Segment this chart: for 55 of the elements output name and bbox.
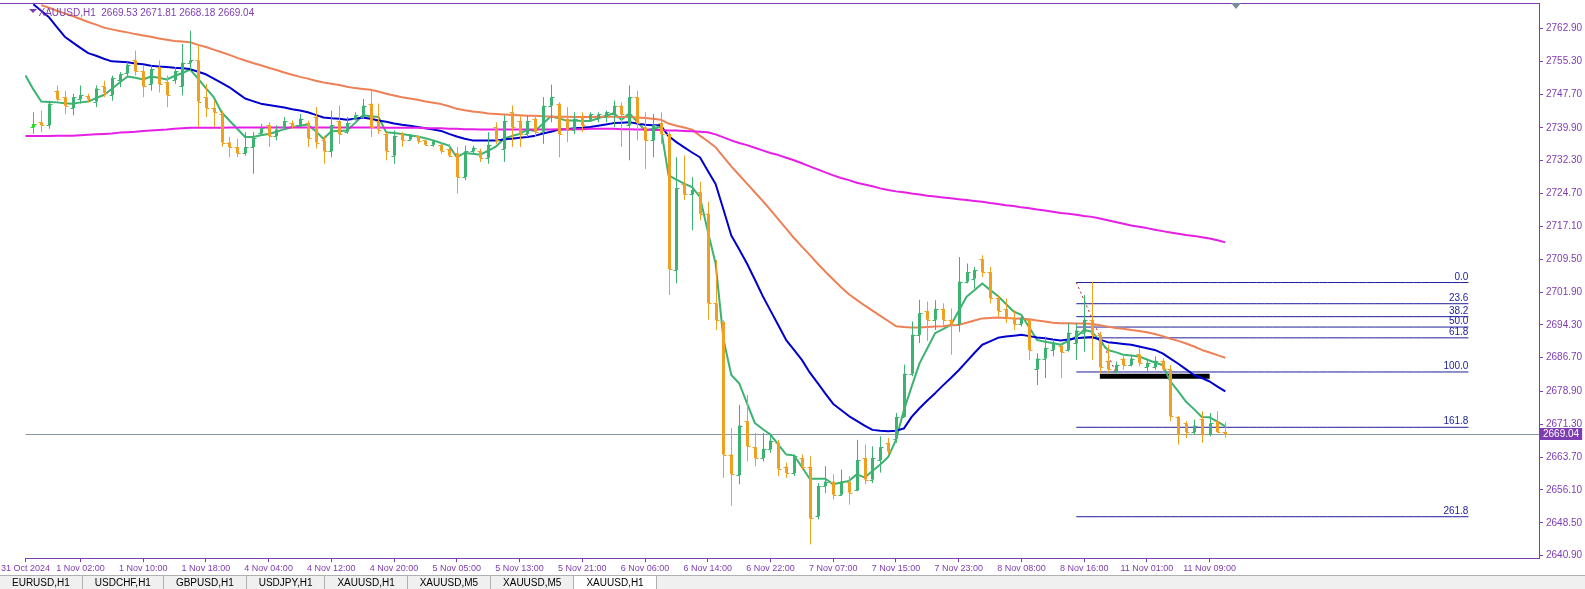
series-label: 161.8 — [1443, 415, 1469, 427]
x-tick-label: 4 Nov 12:00 — [307, 563, 356, 574]
y-tick-label: 2762.90 — [1546, 22, 1583, 34]
x-tick-label: 8 Nov 08:00 — [997, 563, 1046, 574]
x-tick-label: 1 Nov 02:00 — [56, 563, 105, 574]
x-tick-label: 11 Nov 09:00 — [1183, 563, 1237, 574]
text: USDJPY,H1 — [246, 576, 326, 589]
text: XAUUSD,M5 — [407, 576, 492, 589]
y-tick-label: 2724.70 — [1546, 187, 1583, 199]
x-tick-label: 4 Nov 20:00 — [369, 563, 419, 574]
y-tick-label: 2694.30 — [1546, 318, 1583, 330]
x-tick-label: 5 Nov 05:00 — [432, 563, 482, 574]
text: XAUUSD,M5 — [491, 576, 575, 589]
text: XAUUSD,H1 — [574, 576, 657, 589]
y-tick-label: 2747.70 — [1546, 87, 1583, 99]
y-tick-label: 2709.50 — [1546, 252, 1583, 264]
series-label: 261.8 — [1443, 504, 1469, 516]
x-tick-label: 1 Nov 10:00 — [118, 563, 168, 574]
y-tick-label: 2686.70 — [1546, 351, 1583, 363]
series-label: 23.6 — [1448, 291, 1469, 303]
y-tick-label: 2640.90 — [1546, 549, 1583, 561]
series-label: 38.2 — [1448, 304, 1469, 316]
y-tick-label: 2755.30 — [1546, 55, 1583, 67]
x-tick-label: 5 Nov 13:00 — [495, 563, 544, 574]
ref-line-label: 2669.04 — [1543, 428, 1580, 440]
x-tick-label: 31 Oct 2024 — [0, 563, 51, 574]
x-tick-label: 7 Nov 07:00 — [808, 563, 858, 574]
y-tick-label: 2656.10 — [1546, 483, 1583, 495]
x-tick-label: 5 Nov 21:00 — [558, 563, 607, 574]
series-label: 61.8 — [1448, 325, 1469, 337]
x-tick-label: 6 Nov 06:00 — [620, 563, 670, 574]
x-tick-label: 1 Nov 18:00 — [181, 563, 231, 574]
y-tick-label: 2717.10 — [1546, 220, 1583, 232]
y-tick-label: 2678.90 — [1546, 385, 1583, 397]
series-label: 100.0 — [1443, 359, 1469, 371]
x-tick-label: 6 Nov 22:00 — [746, 563, 795, 574]
x-tick-label: 6 Nov 14:00 — [683, 563, 733, 574]
x-tick-label: 7 Nov 15:00 — [871, 563, 921, 574]
y-tick-label: 2663.70 — [1546, 450, 1583, 462]
x-tick-label: 8 Nov 16:00 — [1059, 563, 1109, 574]
x-tick-label: 7 Nov 23:00 — [934, 563, 983, 574]
x-tick-label: 4 Nov 04:00 — [244, 563, 293, 574]
text: EURUSD,H1 — [0, 576, 83, 589]
y-tick-label: 2648.50 — [1546, 516, 1583, 528]
series-label: 50.0 — [1448, 315, 1469, 327]
x-tick-label: 11 Nov 01:00 — [1120, 563, 1174, 574]
text: XAUUSD,H1 — [325, 576, 408, 589]
y-tick-label: 2739.90 — [1546, 121, 1583, 133]
y-tick-label: 2671.30 — [1546, 418, 1583, 430]
text: GBPUSD,H1 — [163, 576, 247, 589]
y-tick-label: 2701.90 — [1546, 285, 1583, 297]
y-tick-label: 2732.30 — [1546, 154, 1583, 166]
series-label: 0.0 — [1454, 270, 1469, 282]
text: USDCHF,H1 — [82, 576, 164, 589]
line-series — [1075, 282, 1117, 373]
